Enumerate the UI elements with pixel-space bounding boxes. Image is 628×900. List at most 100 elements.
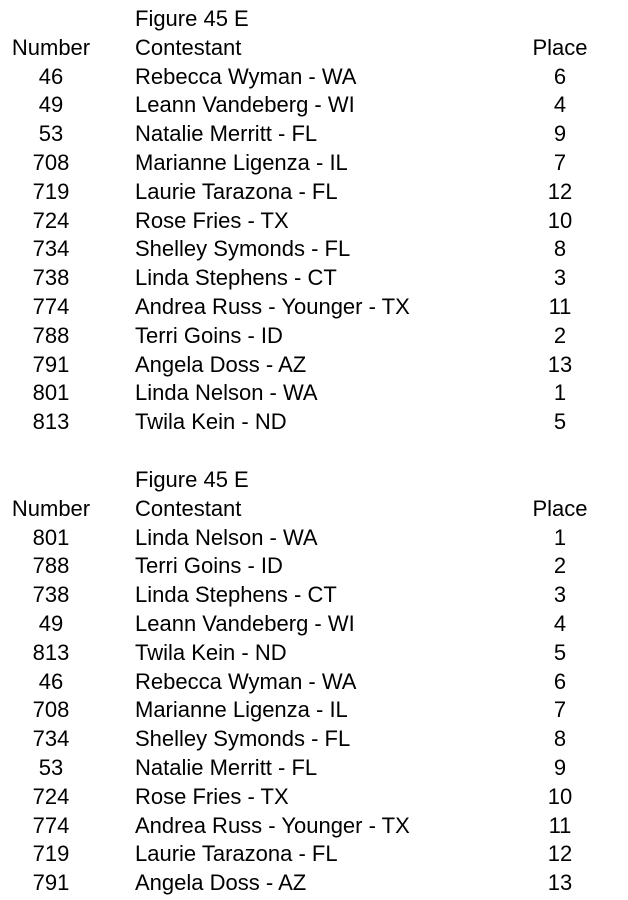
table-header-row: Number Contestant Place (0, 34, 628, 63)
table-title: Figure 45 E (135, 467, 249, 492)
cell-number: 738 (32, 265, 70, 291)
table-row: 788 Terri Goins - ID 2 (0, 322, 628, 351)
cell-place: 5 (553, 409, 567, 435)
table-row: 49 Leann Vandeberg - WI 4 (0, 610, 628, 639)
cell-place: 12 (547, 841, 573, 867)
table-row: 708 Marianne Ligenza - IL 7 (0, 149, 628, 178)
cell-contestant: Leann Vandeberg - WI (135, 610, 355, 636)
cell-place: 1 (553, 380, 567, 406)
cell-contestant: Shelley Symonds - FL (135, 726, 351, 752)
cell-number: 719 (32, 841, 70, 867)
cell-place: 10 (547, 783, 573, 809)
table-row: 46 Rebecca Wyman - WA 6 (0, 668, 628, 697)
cell-number: 801 (32, 524, 70, 550)
cell-place: 9 (553, 121, 567, 147)
cell-contestant: Natalie Merritt - FL (135, 754, 318, 780)
cell-place: 4 (553, 610, 567, 636)
cell-number: 708 (32, 697, 70, 723)
table-title-row: Figure 45 E (0, 5, 628, 34)
cell-place: 3 (553, 265, 567, 291)
cell-place: 13 (547, 351, 573, 377)
table-row: 738 Linda Stephens - CT 3 (0, 264, 628, 293)
cell-contestant: Linda Stephens - CT (135, 582, 337, 608)
cell-contestant: Angela Doss - AZ (135, 870, 307, 896)
table-row: 813 Twila Kein - ND 5 (0, 408, 628, 437)
results-table-by-place: Figure 45 E Number Contestant Place 801 Linda… (0, 466, 628, 898)
cell-contestant: Twila Kein - ND (135, 639, 287, 665)
cell-place: 1 (553, 524, 567, 550)
cell-contestant: Laurie Tarazona - FL (135, 841, 338, 867)
cell-contestant: Linda Stephens - CT (135, 265, 337, 291)
table-row: 791 Angela Doss - AZ 13 (0, 351, 628, 380)
cell-place: 5 (553, 639, 567, 665)
table-row: 719 Laurie Tarazona - FL 12 (0, 840, 628, 869)
cell-number: 53 (38, 754, 64, 780)
cell-place: 7 (553, 697, 567, 723)
cell-number: 53 (38, 121, 64, 147)
cell-contestant: Terri Goins - ID (135, 322, 283, 348)
cell-number: 46 (38, 668, 64, 694)
table-row: 53 Natalie Merritt - FL 9 (0, 120, 628, 149)
cell-contestant: Shelley Symonds - FL (135, 236, 351, 262)
header-contestant: Contestant (135, 495, 242, 521)
cell-number: 46 (38, 63, 64, 89)
table-row: 719 Laurie Tarazona - FL 12 (0, 178, 628, 207)
cell-contestant: Rebecca Wyman - WA (135, 668, 357, 694)
table-title-row: Figure 45 E (0, 466, 628, 495)
cell-place: 7 (553, 149, 567, 175)
table-row: 708 Marianne Ligenza - IL 7 (0, 696, 628, 725)
table-row: 788 Terri Goins - ID 2 (0, 552, 628, 581)
cell-place: 6 (553, 668, 567, 694)
cell-number: 788 (32, 553, 70, 579)
cell-place: 11 (548, 812, 572, 838)
table-row: 49 Leann Vandeberg - WI 4 (0, 91, 628, 120)
cell-contestant: Linda Nelson - WA (135, 380, 318, 406)
cell-place: 10 (547, 207, 573, 233)
table-row: 46 Rebecca Wyman - WA 6 (0, 63, 628, 92)
cell-number: 734 (32, 726, 70, 752)
cell-contestant: Linda Nelson - WA (135, 524, 318, 550)
header-number: Number (11, 34, 91, 60)
cell-number: 719 (32, 178, 70, 204)
cell-contestant: Marianne Ligenza - IL (135, 697, 348, 723)
header-place: Place (532, 495, 588, 521)
cell-number: 788 (32, 322, 70, 348)
cell-place: 8 (553, 726, 567, 752)
cell-place: 2 (553, 322, 567, 348)
cell-number: 49 (38, 610, 64, 636)
header-place: Place (532, 34, 588, 60)
cell-number: 774 (32, 293, 70, 319)
cell-number: 724 (32, 207, 70, 233)
cell-contestant: Andrea Russ - Younger - TX (135, 293, 410, 319)
table-row: 738 Linda Stephens - CT 3 (0, 581, 628, 610)
table-header-row: Number Contestant Place (0, 495, 628, 524)
cell-contestant: Rose Fries - TX (135, 207, 289, 233)
table-row: 734 Shelley Symonds - FL 8 (0, 235, 628, 264)
table-row: 774 Andrea Russ - Younger - TX 11 (0, 293, 628, 322)
cell-contestant: Laurie Tarazona - FL (135, 178, 338, 204)
cell-contestant: Twila Kein - ND (135, 409, 287, 435)
cell-contestant: Andrea Russ - Younger - TX (135, 812, 410, 838)
cell-place: 9 (553, 754, 567, 780)
cell-number: 708 (32, 149, 70, 175)
header-number: Number (11, 495, 91, 521)
cell-number: 791 (32, 351, 70, 377)
cell-place: 11 (548, 293, 572, 319)
table-row: 734 Shelley Symonds - FL 8 (0, 725, 628, 754)
table-row: 791 Angela Doss - AZ 13 (0, 869, 628, 898)
cell-place: 13 (547, 870, 573, 896)
cell-number: 724 (32, 783, 70, 809)
cell-number: 813 (32, 409, 70, 435)
cell-contestant: Rose Fries - TX (135, 783, 289, 809)
cell-place: 3 (553, 582, 567, 608)
cell-place: 2 (553, 553, 567, 579)
cell-number: 791 (32, 870, 70, 896)
table-row: 813 Twila Kein - ND 5 (0, 639, 628, 668)
cell-contestant: Rebecca Wyman - WA (135, 63, 357, 89)
cell-number: 49 (38, 92, 64, 118)
cell-contestant: Natalie Merritt - FL (135, 121, 318, 147)
table-title: Figure 45 E (135, 6, 249, 31)
cell-number: 801 (32, 380, 70, 406)
header-contestant: Contestant (135, 34, 242, 60)
cell-contestant: Terri Goins - ID (135, 553, 283, 579)
